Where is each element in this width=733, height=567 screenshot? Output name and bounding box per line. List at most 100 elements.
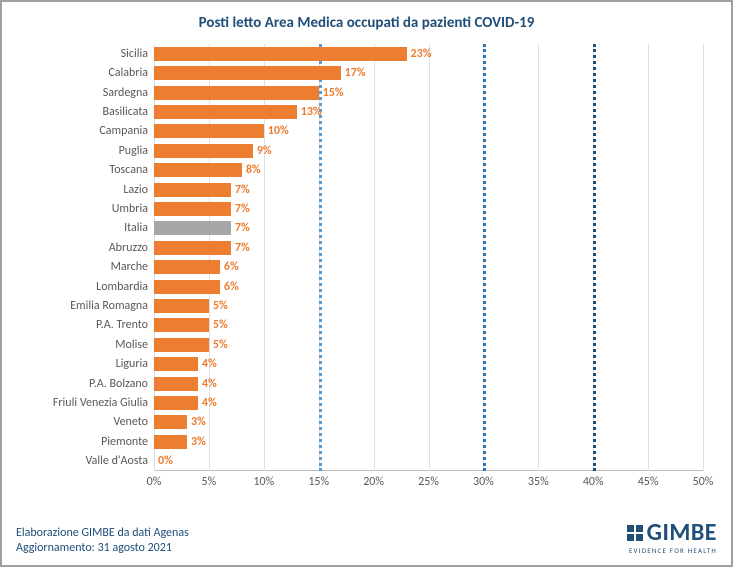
- bar-row: Abruzzo7%: [154, 238, 703, 257]
- bar-row: P.A. Trento5%: [154, 316, 703, 335]
- category-label: Campania: [99, 124, 154, 138]
- chart-frame: Posti letto Area Medica occupati da pazi…: [0, 0, 733, 567]
- bar-row: Umbria7%: [154, 199, 703, 218]
- logo: GIMBE EVIDENCE FOR HEALTH: [627, 521, 717, 555]
- bar-row: Emilia Romagna5%: [154, 296, 703, 315]
- bar-row: Lombardia6%: [154, 277, 703, 296]
- category-label: Liguria: [116, 357, 154, 371]
- category-label: Emilia Romagna: [70, 299, 154, 313]
- bar: [154, 105, 297, 119]
- bar-row: Valle d'Aosta0%: [154, 452, 703, 471]
- value-label: 10%: [264, 124, 289, 138]
- bar: [154, 202, 231, 216]
- bar: [154, 280, 220, 294]
- category-label: Molise: [115, 338, 154, 352]
- bar: [154, 86, 319, 100]
- bar-row: Puglia9%: [154, 141, 703, 160]
- value-label: 4%: [198, 357, 217, 371]
- gridline: [703, 44, 704, 471]
- chart-title: Posti letto Area Medica occupati da pazi…: [2, 2, 731, 38]
- footer: Elaborazione GIMBE da dati Agenas Aggior…: [16, 526, 189, 555]
- bar: [154, 144, 253, 158]
- category-label: Toscana: [109, 163, 154, 177]
- bar: [154, 66, 341, 80]
- bar-row: Marche6%: [154, 258, 703, 277]
- bar-row: Sardegna15%: [154, 83, 703, 102]
- x-tick-label: 35%: [528, 475, 549, 489]
- value-label: 7%: [231, 241, 250, 255]
- logo-squares-icon: [627, 525, 643, 541]
- category-label: Lazio: [123, 183, 154, 197]
- category-label: Lombardia: [96, 280, 154, 294]
- value-label: 6%: [220, 280, 239, 294]
- bar: [154, 47, 407, 61]
- bar-row: Molise5%: [154, 335, 703, 354]
- value-label: 17%: [341, 66, 366, 80]
- bar-row: Sicilia23%: [154, 44, 703, 63]
- x-tick-label: 25%: [418, 475, 439, 489]
- x-tick-label: 15%: [308, 475, 329, 489]
- bar: [154, 396, 198, 410]
- bar: [154, 377, 198, 391]
- category-label: Abruzzo: [109, 241, 154, 255]
- value-label: 23%: [407, 47, 432, 61]
- value-label: 7%: [231, 221, 250, 235]
- bar-row: Italia7%: [154, 219, 703, 238]
- category-label: P.A. Trento: [96, 318, 154, 332]
- category-label: Sardegna: [103, 86, 154, 100]
- x-tick-label: 45%: [638, 475, 659, 489]
- bar-row: Veneto3%: [154, 413, 703, 432]
- x-tick-label: 5%: [202, 475, 217, 489]
- category-label: Puglia: [119, 144, 154, 158]
- bar-row: Piemonte3%: [154, 432, 703, 451]
- bar: [154, 241, 231, 255]
- category-label: Italia: [124, 221, 154, 235]
- footer-date: Aggiornamento: 31 agosto 2021: [16, 541, 189, 555]
- value-label: 6%: [220, 260, 239, 274]
- bar-row: P.A. Bolzano4%: [154, 374, 703, 393]
- x-tick-label: 40%: [583, 475, 604, 489]
- bar: [154, 183, 231, 197]
- category-label: Basilicata: [103, 105, 154, 119]
- bar-row: Basilicata13%: [154, 102, 703, 121]
- bar-row: Friuli Venezia Giulia4%: [154, 393, 703, 412]
- bar: [154, 260, 220, 274]
- value-label: 3%: [187, 415, 206, 429]
- value-label: 4%: [198, 377, 217, 391]
- value-label: 8%: [242, 163, 261, 177]
- bar: [154, 221, 231, 235]
- value-label: 3%: [187, 435, 206, 449]
- bar: [154, 299, 209, 313]
- x-tick-label: 0%: [147, 475, 162, 489]
- value-label: 9%: [253, 144, 272, 158]
- value-label: 5%: [209, 318, 228, 332]
- category-label: Sicilia: [121, 47, 154, 61]
- category-label: Veneto: [113, 415, 154, 429]
- value-label: 7%: [231, 202, 250, 216]
- category-label: Piemonte: [101, 435, 154, 449]
- category-label: Marche: [111, 260, 154, 274]
- category-label: Valle d'Aosta: [86, 454, 154, 468]
- value-label: 15%: [319, 86, 344, 100]
- x-tick-label: 30%: [473, 475, 494, 489]
- bar-row: Calabria17%: [154, 63, 703, 82]
- logo-tagline: EVIDENCE FOR HEALTH: [627, 546, 717, 555]
- bar: [154, 415, 187, 429]
- bar-row: Campania10%: [154, 122, 703, 141]
- x-tick-label: 20%: [363, 475, 384, 489]
- bar-row: Liguria4%: [154, 355, 703, 374]
- bar: [154, 338, 209, 352]
- bar-row: Lazio7%: [154, 180, 703, 199]
- bar: [154, 318, 209, 332]
- bar: [154, 357, 198, 371]
- chart-area: Sicilia23%Calabria17%Sardegna15%Basilica…: [154, 44, 703, 493]
- x-axis: 0%5%10%15%20%25%30%35%40%45%50%: [154, 471, 703, 493]
- x-tick-label: 50%: [693, 475, 714, 489]
- x-tick-label: 10%: [253, 475, 274, 489]
- plot-area: Sicilia23%Calabria17%Sardegna15%Basilica…: [154, 44, 703, 471]
- category-label: Umbria: [112, 202, 154, 216]
- bar-row: Toscana8%: [154, 160, 703, 179]
- category-label: P.A. Bolzano: [89, 377, 154, 391]
- footer-source: Elaborazione GIMBE da dati Agenas: [16, 526, 189, 540]
- value-label: 5%: [209, 299, 228, 313]
